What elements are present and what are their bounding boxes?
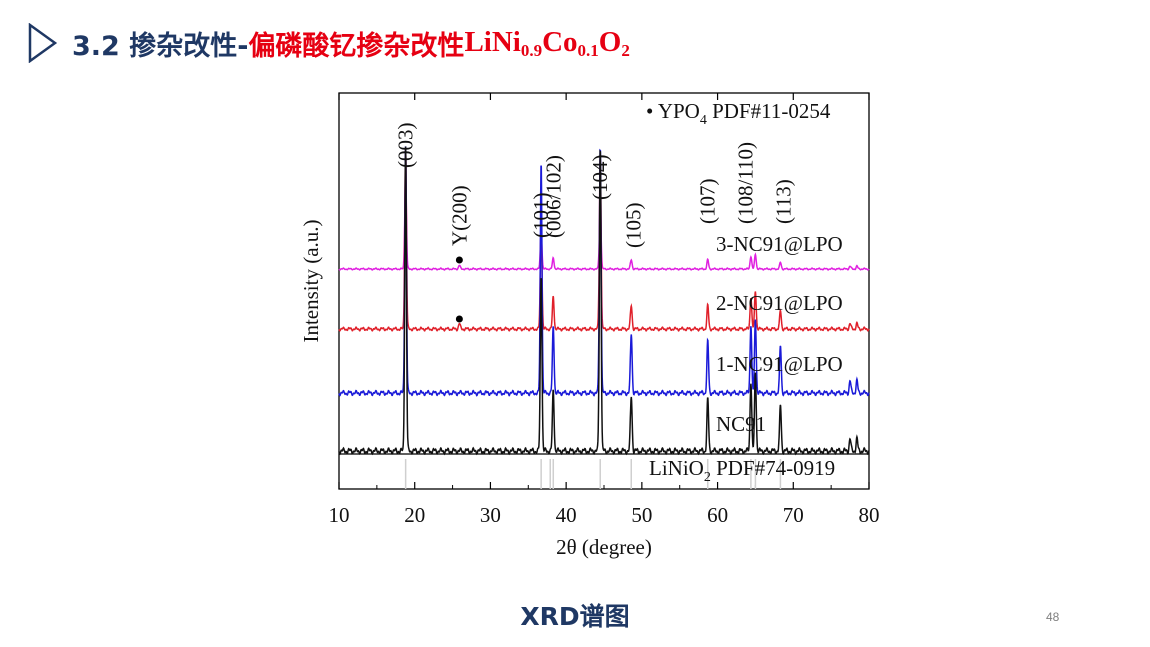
title-section: 3.2 掺杂改性- xyxy=(72,30,249,62)
peak-label: (113) xyxy=(771,179,795,224)
x-axis-label: 2θ (degree) xyxy=(556,535,652,559)
peak-label: (006/102) xyxy=(541,155,565,238)
figure-caption: XRD谱图 xyxy=(520,602,630,631)
y200-marker-3 xyxy=(455,256,463,264)
x-tick-label: 70 xyxy=(783,503,804,527)
triangle-play-icon xyxy=(28,23,58,63)
y200-marker-2 xyxy=(455,315,463,323)
series-label-3: 1-NC91@LPO xyxy=(716,352,843,376)
peak-label: (104) xyxy=(588,155,612,201)
title-formula: LiNi0.9Co0.1O2 xyxy=(464,25,630,60)
x-tick-label: 20 xyxy=(404,503,425,527)
x-tick-label: 50 xyxy=(631,503,652,527)
ypo4-legend: • YPO4 PDF#11-0254 xyxy=(646,99,831,128)
peak-label: (108/110) xyxy=(733,142,757,224)
series-label-4: NC91 xyxy=(716,412,766,436)
series-line-1 xyxy=(338,177,870,271)
x-tick-label: 80 xyxy=(859,503,880,527)
peak-label: (107) xyxy=(696,179,720,225)
peak-label: (003) xyxy=(394,123,418,169)
xrd-chart: 10 20 30 40 50 60 70 80 2θ (degree) Intensity (a.… xyxy=(299,92,880,559)
x-tick-label: 10 xyxy=(329,503,350,527)
slide-title: 3.2 掺杂改性- 偏磷酸钇掺杂改性 LiNi0.9Co0.1O2 xyxy=(28,18,630,68)
series-label-1: 3-NC91@LPO xyxy=(716,232,843,256)
series-label-2: 2-NC91@LPO xyxy=(716,291,843,315)
title-topic: 偏磷酸钇掺杂改性 xyxy=(248,30,465,62)
x-tick-label: 40 xyxy=(556,503,577,527)
x-tick-label: 60 xyxy=(707,503,728,527)
peak-label: (101) xyxy=(529,193,553,239)
peak-label: (105) xyxy=(621,203,645,249)
series-line-3 xyxy=(338,146,870,397)
x-tick-label: 30 xyxy=(480,503,501,527)
y-axis-label: Intensity (a.u.) xyxy=(299,219,323,342)
series-line-2 xyxy=(338,148,870,332)
y200-label: Y(200) xyxy=(447,185,471,246)
reference-label: LiNiO2 PDF#74-0919 xyxy=(649,456,835,485)
series-line-4 xyxy=(338,146,870,456)
page-number: 48 xyxy=(1046,610,1060,624)
